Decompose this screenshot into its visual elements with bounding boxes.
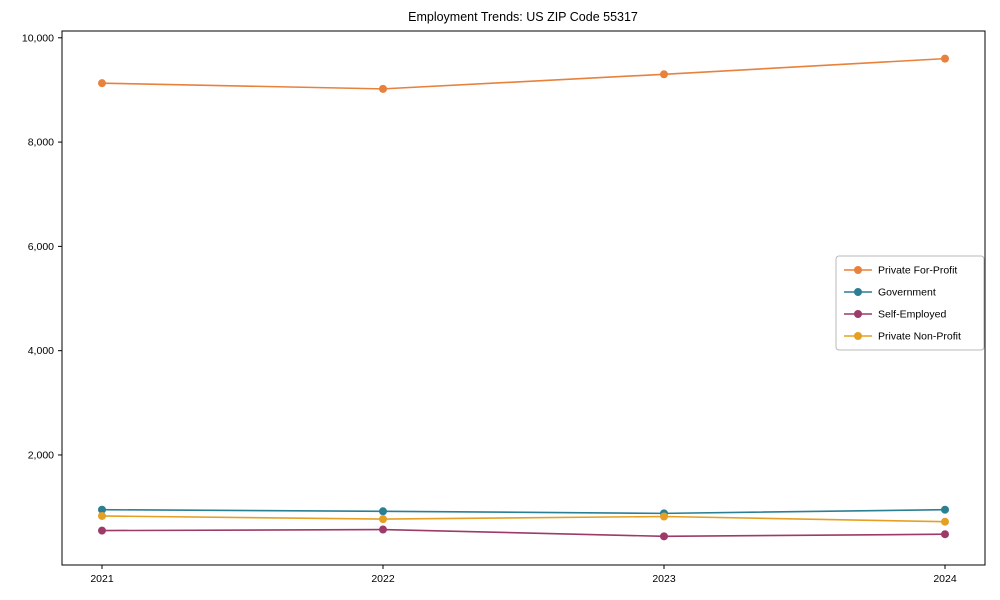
x-axis-tick-label: 2023 [652,573,676,585]
data-point-self-employed-2021 [98,526,106,535]
series-line-private-non-profit [101,515,946,523]
data-point-self-employed-2022 [379,525,387,534]
data-point-government-2024 [941,505,949,514]
data-point-private-non-profit-2024 [941,517,949,526]
legend-marker-private-non-profit [854,332,862,340]
chart-title: Employment Trends: US ZIP Code 55317 [408,10,638,24]
legend-marker-self-employed [854,310,862,318]
data-point-private-for-profit-2023 [660,70,668,79]
legend-label-private-non-profit: Private Non-Profit [878,331,961,343]
y-axis-tick-label: 8,000 [28,137,54,149]
data-point-government-2022 [379,507,387,516]
data-point-private-non-profit-2022 [379,515,387,524]
axes-border [61,30,986,566]
legend-marker-private-for-profit [854,266,862,274]
x-axis-tick-label: 2024 [933,573,957,585]
data-point-private-non-profit-2021 [98,511,106,520]
series-line-self-employed [101,528,946,538]
x-axis-tick-label: 2021 [90,573,114,585]
x-axis-tick-label: 2022 [371,573,395,585]
data-point-private-for-profit-2024 [941,54,949,63]
y-axis-tick-label: 4,000 [28,345,54,357]
y-axis-tick-label: 6,000 [28,241,54,253]
data-point-private-for-profit-2022 [379,84,387,93]
series-line-private-for-profit [101,57,946,90]
legend-marker-government [854,288,862,296]
data-point-self-employed-2023 [660,532,668,541]
plot-area: 2,000 4,000 6,000 8,000 10,000 2021 2022 2023 20… [22,30,986,585]
data-point-private-non-profit-2023 [660,512,668,521]
legend-label-government: Government [878,287,936,299]
series-line-government [101,508,946,515]
data-point-government-2021 [98,505,106,514]
data-point-private-for-profit-2021 [98,79,106,88]
y-axis-tick-label: 10,000 [22,32,54,44]
legend-label-private-for-profit: Private For-Profit [878,265,957,277]
data-point-self-employed-2024 [941,530,949,539]
y-axis-tick-label: 2,000 [28,449,54,461]
legend-label-self-employed: Self-Employed [878,309,946,321]
legend [835,255,985,351]
